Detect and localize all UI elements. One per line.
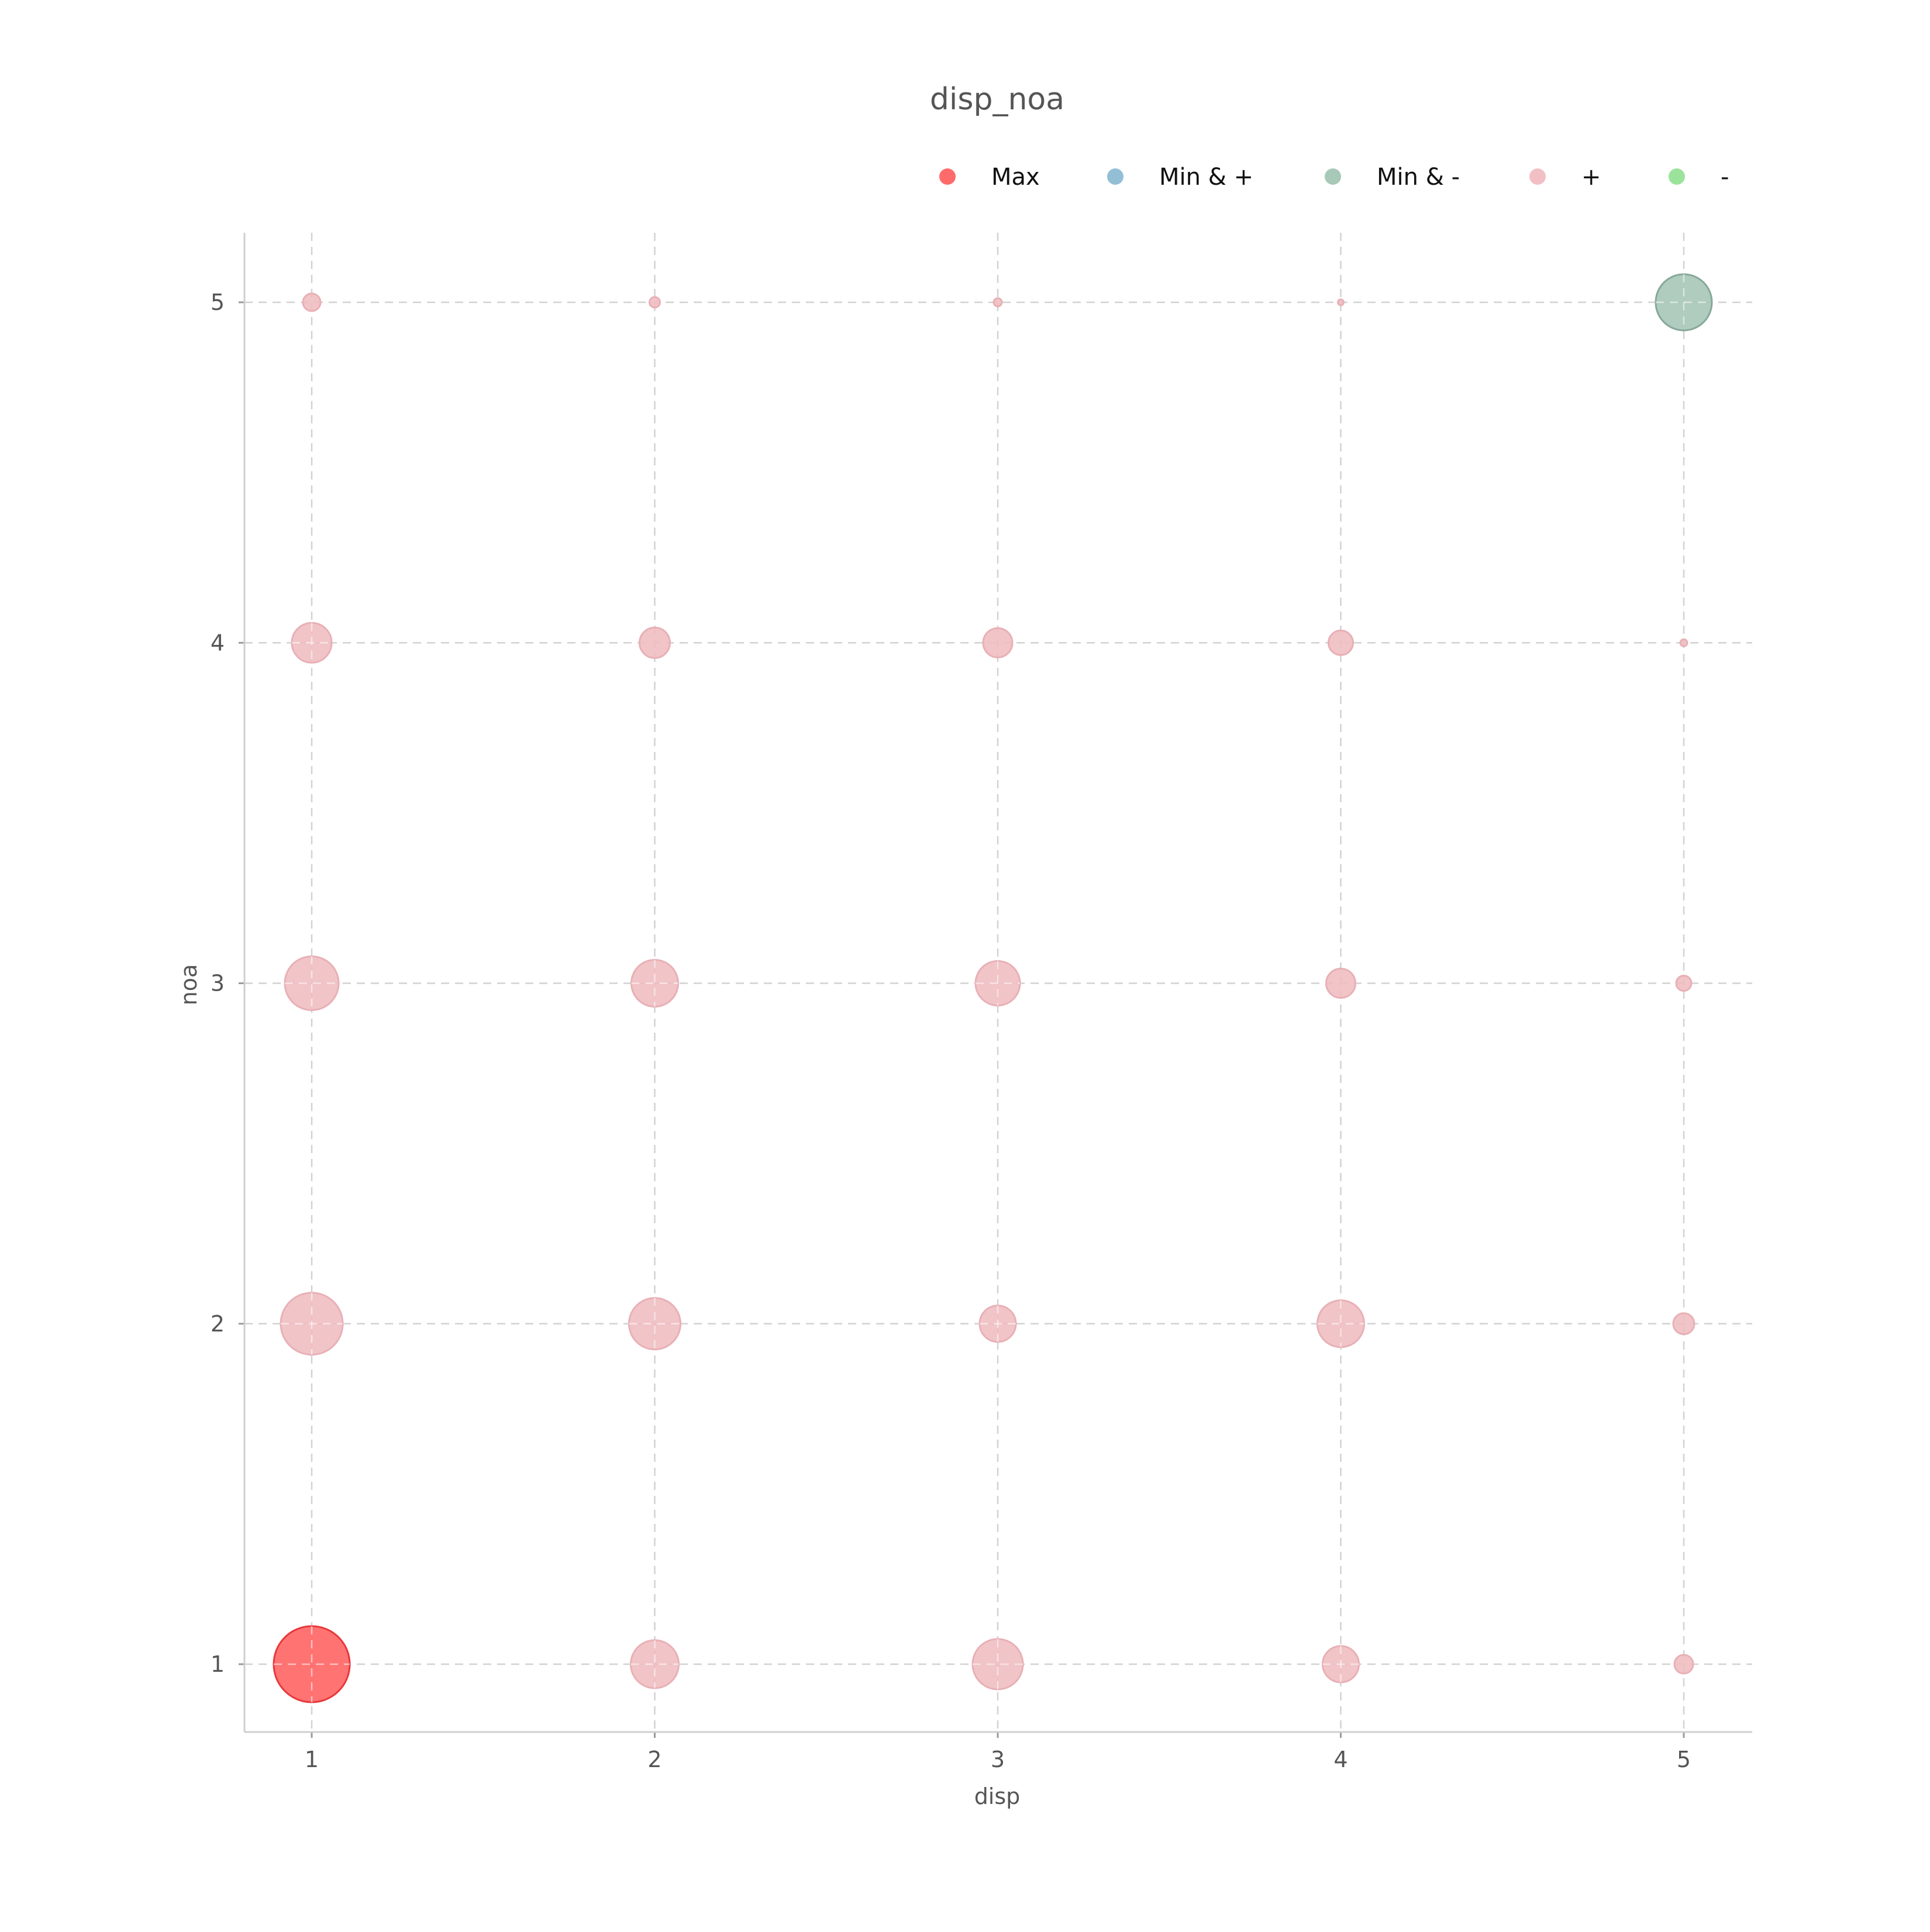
legend-label-0: Max: [991, 164, 1040, 191]
legend-marker-1: [1107, 168, 1123, 185]
point-3-5: [992, 297, 1003, 308]
point-4-3: [1325, 968, 1356, 999]
y-tick-label-3: 3: [211, 971, 225, 996]
point-5-3: [1675, 975, 1693, 992]
point-5-1: [1673, 1654, 1694, 1675]
point-3-4: [982, 627, 1014, 658]
legend-label-2: Min & -: [1377, 164, 1460, 191]
y-tick-label-1: 1: [211, 1651, 225, 1677]
x-tick-label-1: 1: [305, 1747, 319, 1772]
legend-marker-4: [1669, 168, 1685, 185]
y-tick-label-5: 5: [211, 289, 225, 315]
legend-marker-3: [1529, 168, 1546, 185]
point-2-5: [649, 296, 661, 309]
legend-label-3: +: [1581, 164, 1601, 191]
legend: Max Min & + Min & - + -: [939, 164, 1729, 191]
x-tick-label-4: 4: [1333, 1747, 1347, 1772]
data-points: [273, 273, 1713, 1703]
legend-marker-2: [1325, 168, 1341, 185]
x-tick-label-5: 5: [1677, 1747, 1691, 1772]
point-2-4: [639, 626, 671, 659]
axes: 1 2 3 4 5 1 2 3 4 5: [211, 233, 1752, 1772]
point-4-5: [1337, 298, 1345, 306]
legend-label-4: -: [1721, 164, 1729, 191]
x-tick-label-3: 3: [991, 1747, 1005, 1772]
point-1-1: [273, 1625, 351, 1703]
chart-title: disp_noa: [930, 82, 1064, 117]
point-4-4: [1328, 629, 1354, 656]
point-5-4: [1679, 638, 1688, 647]
legend-label-1: Min & +: [1159, 164, 1253, 191]
y-axis-label: noa: [176, 964, 202, 1006]
y-tick-label-4: 4: [211, 630, 225, 656]
x-tick-label-2: 2: [647, 1747, 661, 1772]
y-tick-label-2: 2: [211, 1311, 225, 1337]
legend-marker-0: [939, 168, 956, 185]
point-1-5: [302, 292, 322, 312]
x-axis-label: disp: [974, 1783, 1021, 1809]
point-5-2: [1672, 1312, 1695, 1336]
